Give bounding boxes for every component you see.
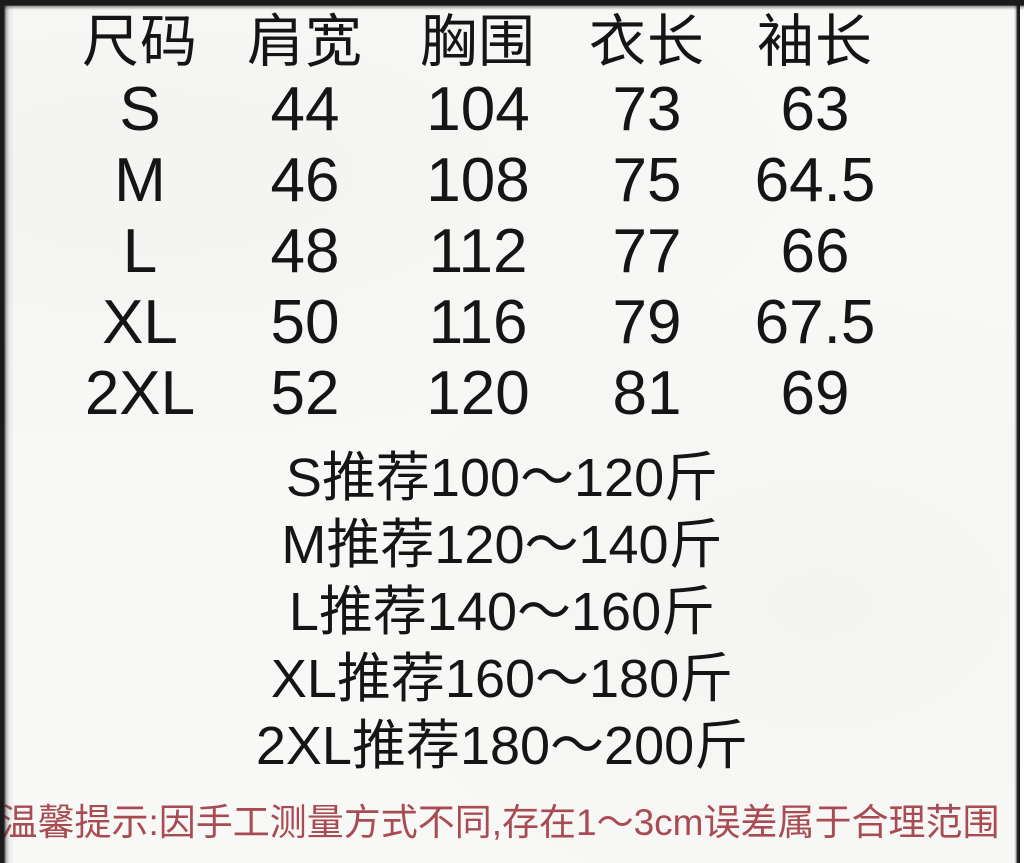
right-edge-strip [1020,0,1024,863]
table-cell: 77 [612,217,682,286]
table-cell: 75 [612,146,682,215]
table-cell: 69 [780,359,850,428]
column-header-sleeve: 袖长 [757,10,873,74]
table-cell: 66 [780,217,850,286]
table-cell: 73 [612,75,682,144]
table-cell: 67.5 [754,288,876,357]
recommendation-line-m: M推荐120～140斤 [281,515,723,575]
size-table: 尺码 肩宽 胸围 衣长 袖长 S 44 104 73 63 M 46 108 7… [40,0,922,429]
table-cell: 108 [426,146,530,215]
left-scan-border [0,0,14,863]
table-cell: 46 [270,146,340,215]
top-scan-border [0,0,1024,10]
column-header-size: 尺码 [82,10,198,74]
table-cell: 52 [270,359,340,428]
table-cell: 112 [428,217,528,286]
table-cell-size-label: S [119,75,161,144]
recommendation-line-s: S推荐100～120斤 [285,448,719,508]
table-cell: 64.5 [754,146,876,215]
table-cell-size-label: 2XL [84,359,196,428]
table-cell: 116 [428,288,528,357]
column-header-length: 衣长 [589,10,705,74]
table-cell: 44 [270,75,340,144]
column-header-chest: 胸围 [420,10,536,74]
measurement-notice: 温馨提示:因手工测量方式不同,存在1～3cm误差属于合理范围 [0,802,1000,843]
right-scan-border [1014,0,1020,863]
table-cell: 63 [780,75,850,144]
table-cell: 120 [426,359,530,428]
table-cell-size-label: XL [102,288,178,357]
weight-recommendations: S推荐100～120斤 M推荐120～140斤 L推荐140～160斤 XL推荐… [0,445,1004,780]
recommendation-line-xl: XL推荐160～180斤 [270,649,734,709]
table-cell: 50 [270,288,340,357]
table-cell-size-label: L [122,217,158,286]
column-header-shoulder: 肩宽 [247,10,363,74]
table-cell: 48 [270,217,340,286]
recommendation-line-l: L推荐140～160斤 [288,582,716,642]
table-cell: 104 [426,75,530,144]
table-cell-size-label: M [114,146,166,215]
recommendation-line-2xl: 2XL推荐180～200斤 [255,716,749,776]
table-cell: 79 [612,288,682,357]
table-cell: 81 [612,359,682,428]
